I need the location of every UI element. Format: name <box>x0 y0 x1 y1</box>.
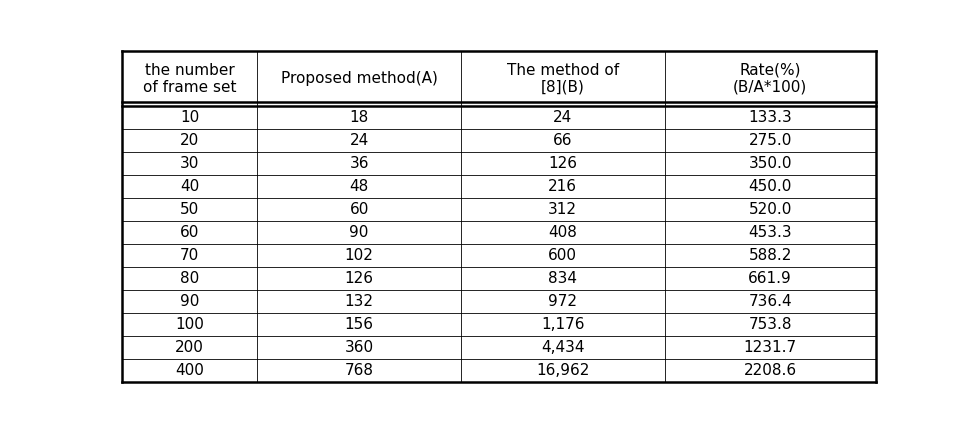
Text: 102: 102 <box>344 248 374 263</box>
Text: 100: 100 <box>175 317 204 332</box>
Text: 216: 216 <box>548 179 577 194</box>
Text: 600: 600 <box>548 248 577 263</box>
Text: 90: 90 <box>180 294 199 309</box>
Text: 24: 24 <box>553 110 572 125</box>
Text: 126: 126 <box>548 156 577 171</box>
Text: 4,434: 4,434 <box>541 340 585 355</box>
Text: 834: 834 <box>548 271 577 286</box>
Text: 70: 70 <box>180 248 199 263</box>
Text: 1,176: 1,176 <box>541 317 585 332</box>
Text: 40: 40 <box>180 179 199 194</box>
Text: the number
of frame set: the number of frame set <box>143 63 236 95</box>
Text: 200: 200 <box>175 340 204 355</box>
Text: 400: 400 <box>175 363 204 378</box>
Text: 312: 312 <box>548 202 577 217</box>
Text: 2208.6: 2208.6 <box>743 363 797 378</box>
Text: 50: 50 <box>180 202 199 217</box>
Text: 20: 20 <box>180 133 199 148</box>
Text: 588.2: 588.2 <box>748 248 792 263</box>
Text: 350.0: 350.0 <box>748 156 792 171</box>
Text: 24: 24 <box>349 133 369 148</box>
Text: 736.4: 736.4 <box>748 294 792 309</box>
Text: 661.9: 661.9 <box>748 271 792 286</box>
Text: 972: 972 <box>548 294 577 309</box>
Text: 48: 48 <box>349 179 369 194</box>
Text: Rate(%)
(B/A*100): Rate(%) (B/A*100) <box>733 63 808 95</box>
Text: 132: 132 <box>344 294 374 309</box>
Text: 275.0: 275.0 <box>748 133 792 148</box>
Text: 16,962: 16,962 <box>536 363 590 378</box>
Text: 126: 126 <box>344 271 374 286</box>
Text: 18: 18 <box>349 110 369 125</box>
Text: 36: 36 <box>349 156 369 171</box>
Text: 133.3: 133.3 <box>748 110 792 125</box>
Text: 450.0: 450.0 <box>748 179 792 194</box>
Text: 66: 66 <box>553 133 572 148</box>
Text: Proposed method(A): Proposed method(A) <box>281 71 438 86</box>
Text: 753.8: 753.8 <box>748 317 792 332</box>
Text: 80: 80 <box>180 271 199 286</box>
Text: 90: 90 <box>349 225 369 240</box>
Text: 60: 60 <box>349 202 369 217</box>
Text: 768: 768 <box>344 363 374 378</box>
Text: 60: 60 <box>180 225 199 240</box>
Text: 520.0: 520.0 <box>748 202 792 217</box>
Text: 30: 30 <box>180 156 199 171</box>
Text: 453.3: 453.3 <box>748 225 792 240</box>
Text: 360: 360 <box>344 340 374 355</box>
Text: 408: 408 <box>549 225 577 240</box>
Text: The method of
[8](B): The method of [8](B) <box>507 63 619 95</box>
Text: 10: 10 <box>180 110 199 125</box>
Text: 156: 156 <box>344 317 374 332</box>
Text: 1231.7: 1231.7 <box>743 340 797 355</box>
